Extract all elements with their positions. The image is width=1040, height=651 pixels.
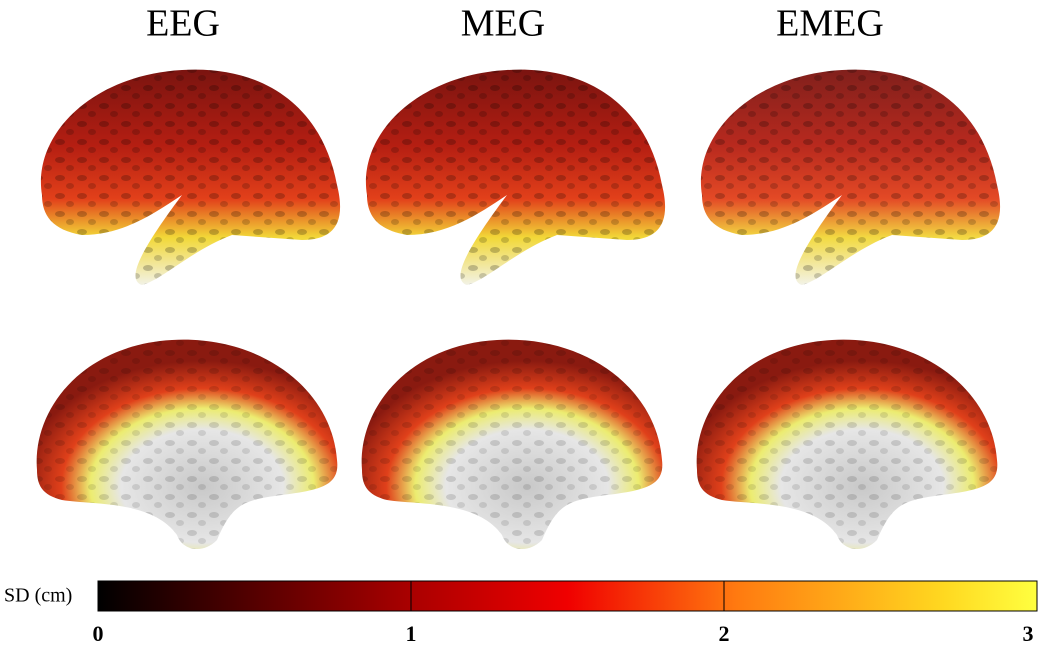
colorbar-label: SD (cm) — [4, 585, 72, 607]
brain-medial — [696, 339, 998, 550]
column-title: EMEG — [776, 3, 884, 45]
brain-lateral — [365, 69, 666, 285]
column-title: EEG — [146, 3, 220, 45]
brain-medial — [361, 339, 663, 550]
brain-lateral — [40, 69, 341, 285]
tick-label: 1 — [406, 621, 417, 646]
brain-medial — [36, 339, 338, 550]
tick-label: 2 — [719, 621, 730, 646]
brain-lateral — [700, 69, 1001, 285]
tick-label: 3 — [1023, 621, 1034, 646]
colorbar — [97, 580, 1038, 612]
column-title: MEG — [461, 3, 545, 45]
tick-label: 0 — [93, 621, 104, 646]
